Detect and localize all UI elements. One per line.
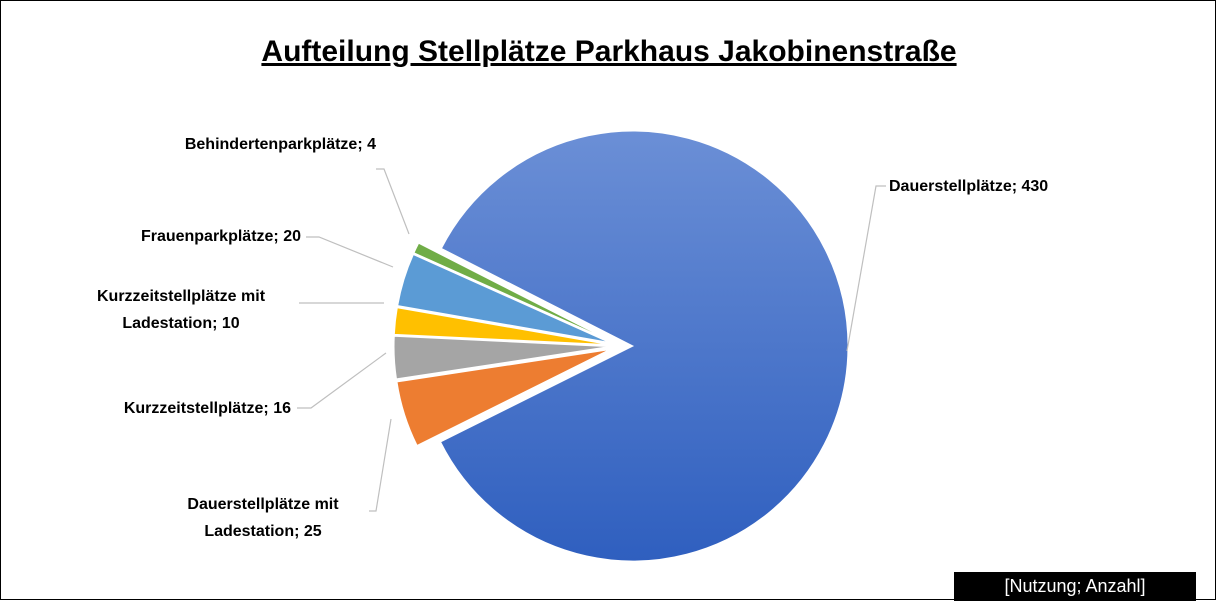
leader-line [369, 418, 392, 512]
data-label: Dauerstellplätze mit Ladestation; 25 [187, 496, 339, 540]
leader-line [306, 236, 394, 268]
data-label: Frauenparkplätze; 20 [140, 228, 301, 245]
pie-slice [397, 253, 610, 343]
chart-title: Aufteilung Stellplätze Parkhaus Jakobine… [261, 35, 957, 68]
pie-slice [393, 307, 610, 346]
data-label: Behindertenparkplätze; 4 [184, 136, 376, 153]
leader-line [846, 185, 886, 352]
pie-slice [413, 242, 611, 342]
data-label: Kurzzeitstellplätze mit Ladestation; 10 [96, 288, 266, 332]
pie-slice [393, 335, 610, 380]
pie-slice [396, 349, 610, 447]
data-label: Dauerstellplätze; 430 [889, 178, 1049, 195]
data-label: Kurzzeitstellplätze; 16 [123, 400, 291, 417]
leader-line [297, 352, 387, 409]
leader-line [376, 168, 410, 235]
note: [Nutzung; Anzahl] [954, 572, 1196, 601]
